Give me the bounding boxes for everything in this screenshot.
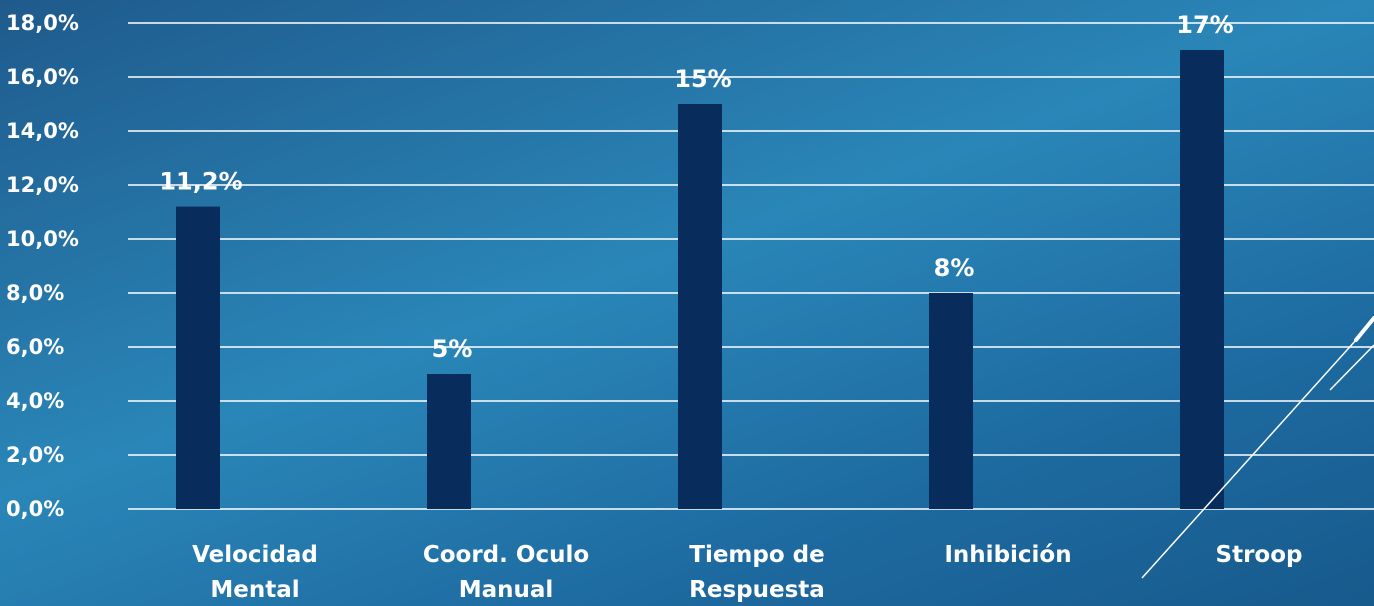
y-tick-label: 10,0% <box>6 227 79 251</box>
data-label: 11,2% <box>159 168 242 196</box>
x-category-line: Manual <box>459 577 554 603</box>
gridlines <box>128 22 1374 510</box>
x-category-label: Tiempo de Respuesta <box>689 542 825 603</box>
data-label: 8% <box>934 254 975 282</box>
x-category-line: Tiempo de <box>689 542 824 568</box>
y-tick-label: 4,0% <box>6 389 64 413</box>
bar <box>929 293 973 509</box>
x-category-label: Coord. Oculo Manual <box>423 542 589 603</box>
data-label: 15% <box>674 65 731 93</box>
x-category-label: Stroop <box>1216 542 1303 568</box>
deco-line-1 <box>1141 319 1374 579</box>
y-tick-label: 2,0% <box>6 443 64 467</box>
deco-line-3 <box>1354 316 1374 342</box>
y-tick-label: 18,0% <box>6 11 79 35</box>
bars <box>176 50 1224 509</box>
decorative-lines <box>1141 316 1374 579</box>
x-category-line: Respuesta <box>689 577 825 603</box>
x-category-line: Mental <box>210 577 299 603</box>
x-category-label: Inhibición <box>944 542 1071 568</box>
deco-line-2 <box>1329 344 1374 391</box>
x-category-line: Stroop <box>1216 542 1303 568</box>
x-axis-categories: Velocidad Mental Coord. Oculo Manual Tiempo … <box>192 542 1302 603</box>
bar <box>176 206 220 509</box>
data-label: 17% <box>1176 11 1233 39</box>
bar <box>678 104 722 509</box>
x-category-line: Velocidad <box>192 542 318 568</box>
y-tick-label: 0,0% <box>6 497 64 521</box>
x-category-label: Velocidad Mental <box>192 542 318 603</box>
y-tick-label: 8,0% <box>6 281 64 305</box>
x-category-line: Inhibición <box>944 542 1071 568</box>
y-tick-label: 14,0% <box>6 119 79 143</box>
y-tick-label: 6,0% <box>6 335 64 359</box>
y-tick-label: 12,0% <box>6 173 79 197</box>
y-axis-ticks: 0,0% 2,0% 4,0% 6,0% 8,0% 10,0% 12,0% 14,0% 16,0%… <box>6 11 79 521</box>
bar <box>427 374 471 509</box>
y-tick-label: 16,0% <box>6 65 79 89</box>
bar <box>1180 50 1224 509</box>
x-category-line: Coord. Oculo <box>423 542 589 568</box>
data-labels: 11,2% 5% 15% 8% 17% <box>159 11 1233 363</box>
data-label: 5% <box>432 335 473 363</box>
